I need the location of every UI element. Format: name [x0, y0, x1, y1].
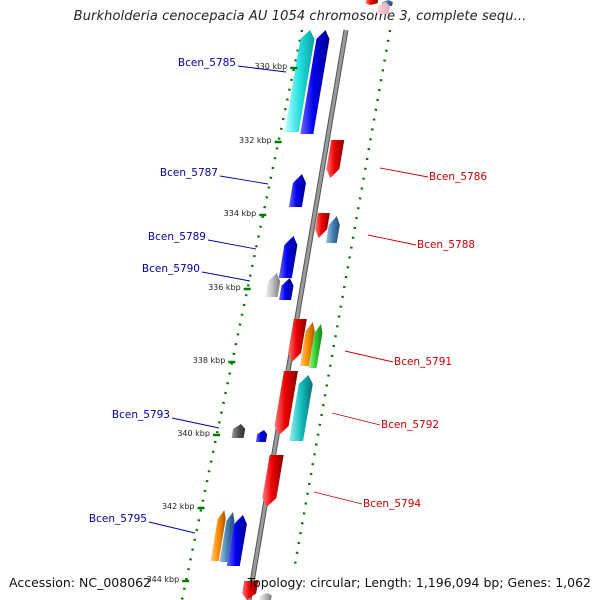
gene-label-bcen-5785[interactable]: Bcen_5785 — [178, 57, 236, 69]
leader-line — [344, 350, 394, 363]
gene-bcen-5791-orange[interactable] — [299, 322, 315, 366]
leader-line — [207, 239, 257, 250]
gene-bottom-red[interactable] — [242, 581, 259, 600]
gene-top-red[interactable] — [365, 0, 379, 5]
tick-label: 344 kbp — [147, 575, 180, 584]
gene-bcen-5785-blue[interactable] — [300, 30, 330, 134]
gene-bcen-5795-steel[interactable] — [219, 512, 235, 562]
leader-line — [367, 234, 417, 246]
tick-label: 330 kbp — [255, 62, 288, 71]
leader-line — [201, 271, 251, 282]
tick-label: 338 kbp — [193, 356, 226, 365]
gene-bottom-gray[interactable] — [259, 593, 272, 600]
gene-top-pink[interactable] — [376, 2, 391, 14]
gene-bcen-5790-gray[interactable] — [265, 273, 281, 297]
accession-text: Accession: NC_008062 — [9, 575, 152, 590]
dotted-track — [180, 29, 304, 600]
leader-line — [148, 521, 196, 534]
gene-label-bcen-5792[interactable]: Bcen_5792 — [381, 419, 439, 431]
dotted-track — [292, 29, 392, 571]
gene-label-bcen-5794[interactable]: Bcen_5794 — [363, 498, 421, 510]
gene-bcen-5791-green[interactable] — [308, 324, 323, 368]
gene-bcen-5785-cyan[interactable] — [284, 30, 315, 132]
leader-line — [379, 167, 429, 178]
map-title: Burkholderia cenocepacia AU 1054 chromos… — [73, 9, 527, 24]
gene-bcen-5793-dark[interactable] — [231, 424, 246, 438]
gene-bcen-5795-blue[interactable] — [226, 515, 247, 566]
tick-label: 334 kbp — [224, 209, 257, 218]
gene-label-bcen-5791[interactable]: Bcen_5791 — [394, 356, 452, 368]
gene-bcen-5794[interactable] — [262, 455, 284, 507]
gene-bcen-5788-steel[interactable] — [325, 216, 340, 243]
gene-label-bcen-5787[interactable]: Bcen_5787 — [160, 167, 218, 179]
gene-bcen-5790-blue[interactable] — [279, 278, 294, 300]
gene-bcen-5789[interactable] — [278, 236, 298, 278]
dotted-tracks — [180, 29, 392, 600]
leader-line — [219, 175, 269, 185]
gene-bcen-5792-teal[interactable] — [289, 375, 313, 441]
gene-bcen-5788-red[interactable] — [315, 213, 330, 238]
leader-line — [313, 491, 363, 505]
leader-line — [237, 65, 287, 73]
gene-bcen-5786[interactable] — [326, 140, 345, 178]
gene-label-bcen-5788[interactable]: Bcen_5788 — [417, 239, 475, 251]
gene-bcen-5793-blue[interactable] — [255, 430, 268, 442]
gene-bcen-5792-red[interactable] — [274, 371, 298, 435]
gene-label-bcen-5793[interactable]: Bcen_5793 — [112, 409, 170, 421]
gene-bcen-5795-orange[interactable] — [210, 510, 226, 561]
topology-info-text: Topology: circular; Length: 1,196,094 bp… — [247, 575, 591, 590]
gene-bcen-5791-red[interactable] — [288, 319, 307, 362]
leader-line — [331, 412, 381, 426]
tick-label: 342 kbp — [162, 502, 195, 511]
gene-label-bcen-5786[interactable]: Bcen_5786 — [429, 171, 487, 183]
gene-label-bcen-5790[interactable]: Bcen_5790 — [142, 263, 200, 275]
gene-label-bcen-5795[interactable]: Bcen_5795 — [89, 513, 147, 525]
gene-bcen-5787[interactable] — [288, 174, 306, 207]
backbone-line — [246, 29, 349, 600]
tick-label: 336 kbp — [208, 283, 241, 292]
leader-line — [171, 417, 220, 429]
gene-label-bcen-5789[interactable]: Bcen_5789 — [148, 231, 206, 243]
tick-label: 332 kbp — [239, 136, 272, 145]
tick-label: 340 kbp — [177, 429, 210, 438]
